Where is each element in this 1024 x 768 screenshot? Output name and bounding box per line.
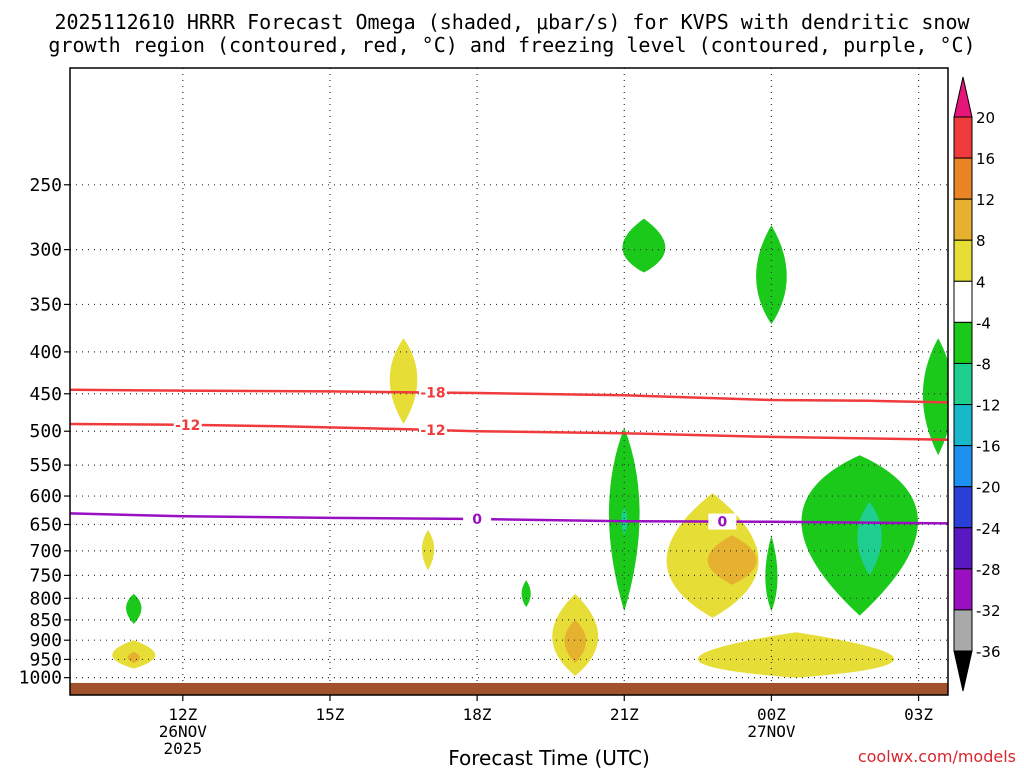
colorbar-label-2: 12 xyxy=(976,191,995,209)
colorbar-bin-4 xyxy=(953,280,973,323)
contour-label-0: 0 xyxy=(717,515,727,531)
y-tick-label-500: 500 xyxy=(29,421,62,442)
omega-region-13 xyxy=(756,225,787,325)
x-tick-label-15Z: 15Z xyxy=(316,705,345,724)
x-tick-date-00Z: 27NOV xyxy=(747,722,796,741)
colorbar-bin-1 xyxy=(953,157,973,200)
x-axis-title: Forecast Time (UTC) xyxy=(448,746,650,768)
colorbar-label-5: -4 xyxy=(976,314,991,332)
y-tick-label-350: 350 xyxy=(29,294,62,315)
omega-region-3 xyxy=(389,338,418,425)
colorbar-bin-7 xyxy=(953,404,973,447)
omega-region-4 xyxy=(421,529,435,571)
x-tick-label-12Z: 12Z xyxy=(168,705,197,724)
y-axis: 2503003504004505005506006507007508008509… xyxy=(19,175,70,689)
y-tick-label-600: 600 xyxy=(29,486,62,507)
colorbar-bin-10 xyxy=(953,527,973,570)
colorbar-bin-5 xyxy=(953,321,973,364)
colorbar-bin-6 xyxy=(953,362,973,406)
contour-label--18: -18 xyxy=(420,385,445,401)
colorbar-label-8: -16 xyxy=(976,438,1001,456)
x-tick-label-00Z: 00Z xyxy=(757,705,786,724)
colorbar-bin-3 xyxy=(953,239,973,282)
colorbar-bin-8 xyxy=(953,445,973,488)
y-tick-label-800: 800 xyxy=(29,588,62,609)
y-tick-label-300: 300 xyxy=(29,240,62,261)
chart-title-line-2: growth region (contoured, red, °C) and f… xyxy=(48,33,976,57)
colorbar-label-10: -24 xyxy=(976,520,1001,538)
y-tick-label-1000: 1000 xyxy=(19,668,62,689)
colorbar-bin-0 xyxy=(953,116,973,159)
y-tick-label-400: 400 xyxy=(29,342,62,363)
x-tick-year-12Z: 2025 xyxy=(164,739,203,758)
y-tick-label-850: 850 xyxy=(29,610,62,631)
plot-area xyxy=(70,68,948,695)
colorbar-bin-9 xyxy=(953,486,973,529)
chart-title-line-1: 2025112610 HRRR Forecast Omega (shaded, … xyxy=(54,10,970,34)
omega-region-5 xyxy=(521,580,531,608)
y-tick-label-750: 750 xyxy=(29,565,62,586)
colorbar-top-arrow xyxy=(953,76,973,118)
omega-region-10 xyxy=(622,218,666,273)
contour-label--12: -12 xyxy=(420,423,445,439)
omega-region-14 xyxy=(765,535,778,612)
omega-region-12 xyxy=(707,535,757,585)
x-tick-label-18Z: 18Z xyxy=(463,705,492,724)
x-tick-label-21Z: 21Z xyxy=(610,705,639,724)
y-tick-label-900: 900 xyxy=(29,630,62,651)
omega-region-16 xyxy=(857,501,882,576)
colorbar-label-3: 8 xyxy=(976,232,986,250)
colorbar-bottom-arrow xyxy=(953,650,973,692)
colorbar-bin-2 xyxy=(953,198,973,241)
omega-region-17 xyxy=(922,338,948,456)
y-tick-label-450: 450 xyxy=(29,384,62,405)
colorbar-label-1: 16 xyxy=(976,150,995,168)
colorbar-label-9: -20 xyxy=(976,479,1001,497)
contour-label--12: -12 xyxy=(175,418,200,434)
colorbar: 20 16 12 8 4 -4 -8 -12 -16 -20 -24 -28 -32 -36 xyxy=(953,76,1001,692)
plot-border xyxy=(69,67,949,696)
x-tick-label-03Z: 03Z xyxy=(904,705,933,724)
omega-region-1 xyxy=(127,651,140,664)
y-tick-label-650: 650 xyxy=(29,514,62,535)
omega-region-7 xyxy=(564,619,586,664)
x-tick-date-12Z: 26NOV xyxy=(159,722,208,741)
contour-label-0: 0 xyxy=(472,512,482,528)
omega-region-18 xyxy=(697,632,895,678)
colorbar-label-4: 4 xyxy=(976,273,986,291)
colorbar-label-0: 20 xyxy=(976,109,995,127)
colorbar-label-11: -28 xyxy=(976,561,1001,579)
colorbar-bin-12 xyxy=(953,609,973,652)
terrain-band xyxy=(70,682,948,695)
colorbar-label-7: -12 xyxy=(976,397,1001,415)
contour--18 xyxy=(70,388,948,404)
credit-text[interactable]: coolwx.com/models xyxy=(857,747,1016,766)
omega-shading xyxy=(112,218,948,678)
y-tick-label-700: 700 xyxy=(29,541,62,562)
y-tick-label-250: 250 xyxy=(29,175,62,196)
y-tick-label-550: 550 xyxy=(29,455,62,476)
colorbar-bin-11 xyxy=(953,568,973,611)
colorbar-label-13: -36 xyxy=(976,643,1001,661)
colorbar-label-12: -32 xyxy=(976,602,1001,620)
omega-region-2 xyxy=(126,593,142,625)
colorbar-label-6: -8 xyxy=(976,355,991,373)
y-tick-label-950: 950 xyxy=(29,649,62,670)
